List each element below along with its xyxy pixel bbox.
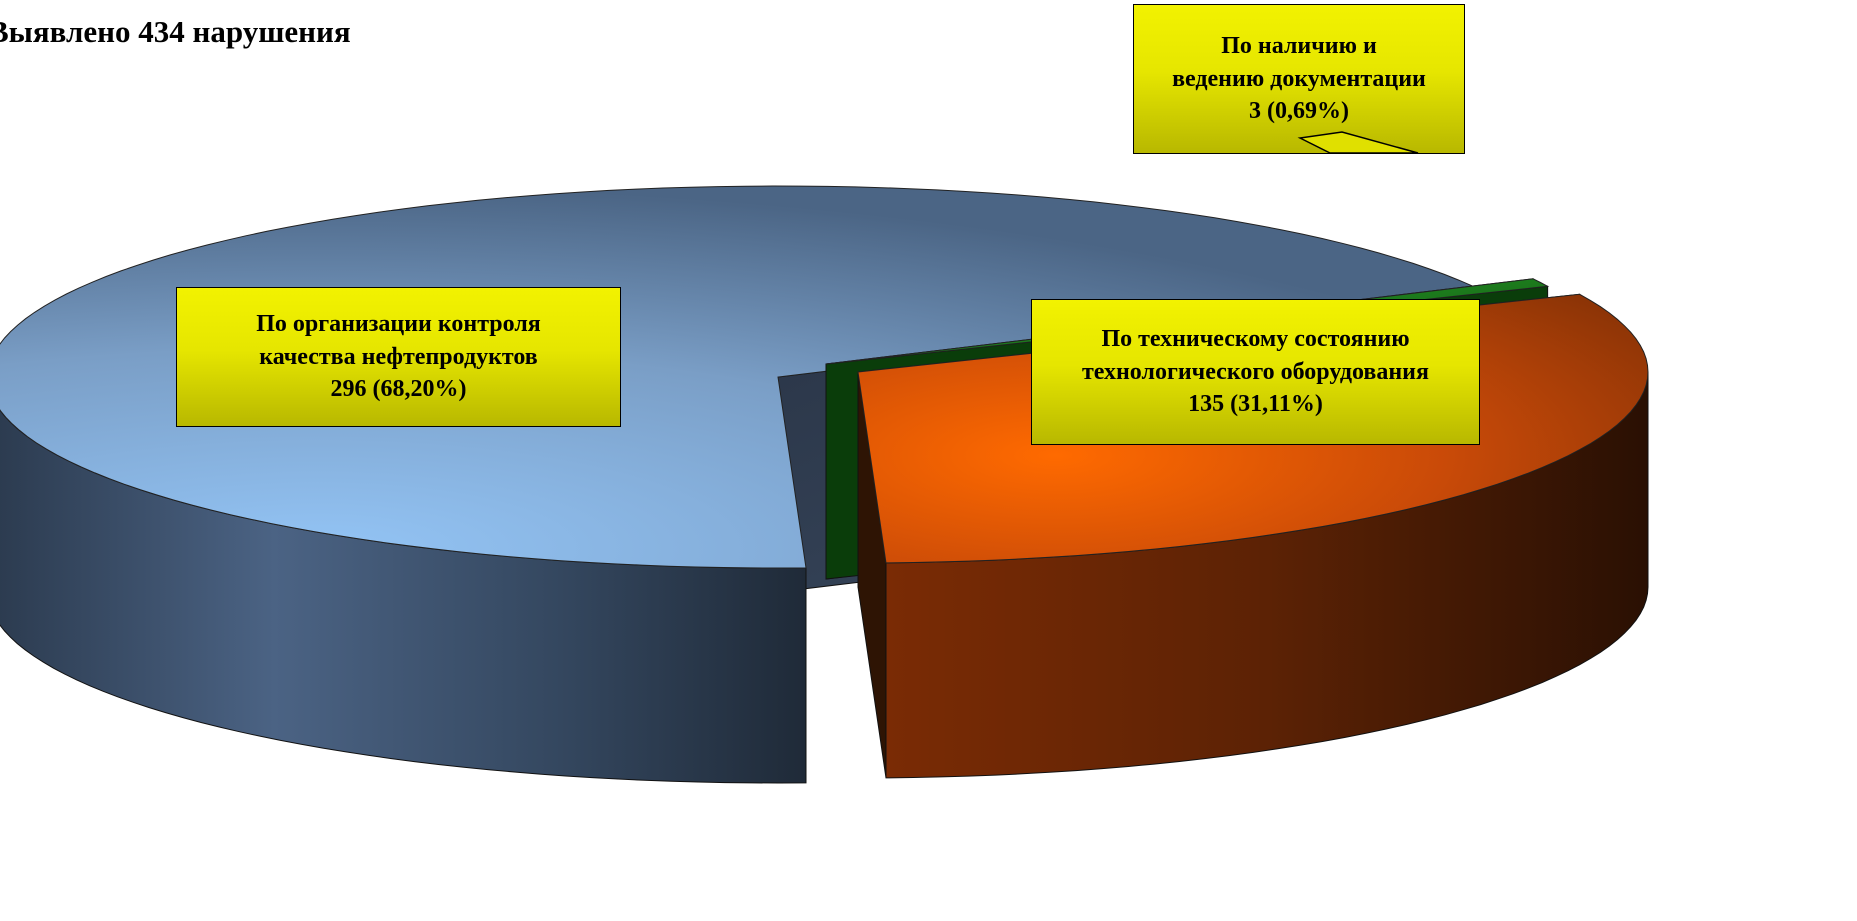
pie-slices-layer — [0, 185, 1649, 784]
slice-label-value: 296 (68,20%) — [330, 376, 467, 403]
slice-label-line: качества нефтепродуктов — [259, 343, 538, 370]
slice-label-line: По организации контроля — [256, 311, 541, 338]
slice-label-line: По наличию и — [1221, 33, 1377, 60]
slice-quality-control-top — [0, 185, 1487, 569]
slice-label-line: По техническому состоянию — [1101, 326, 1410, 353]
slice-label-line: технологического оборудования — [1082, 358, 1429, 385]
slice-label-value: 3 (0,69%) — [1249, 98, 1349, 125]
slice-label-line: ведению документации — [1172, 65, 1426, 92]
slice-label-quality-control: По организации контроля качества нефтепр… — [176, 287, 621, 427]
slice-label-documentation: По наличию и ведению документации 3 (0,6… — [1133, 4, 1465, 154]
slice-label-value: 135 (31,11%) — [1188, 391, 1323, 418]
slice-label-technical-state: По техническому состоянию технологическо… — [1031, 299, 1480, 445]
chart-title: Выявлено 434 нарушения — [0, 14, 351, 49]
